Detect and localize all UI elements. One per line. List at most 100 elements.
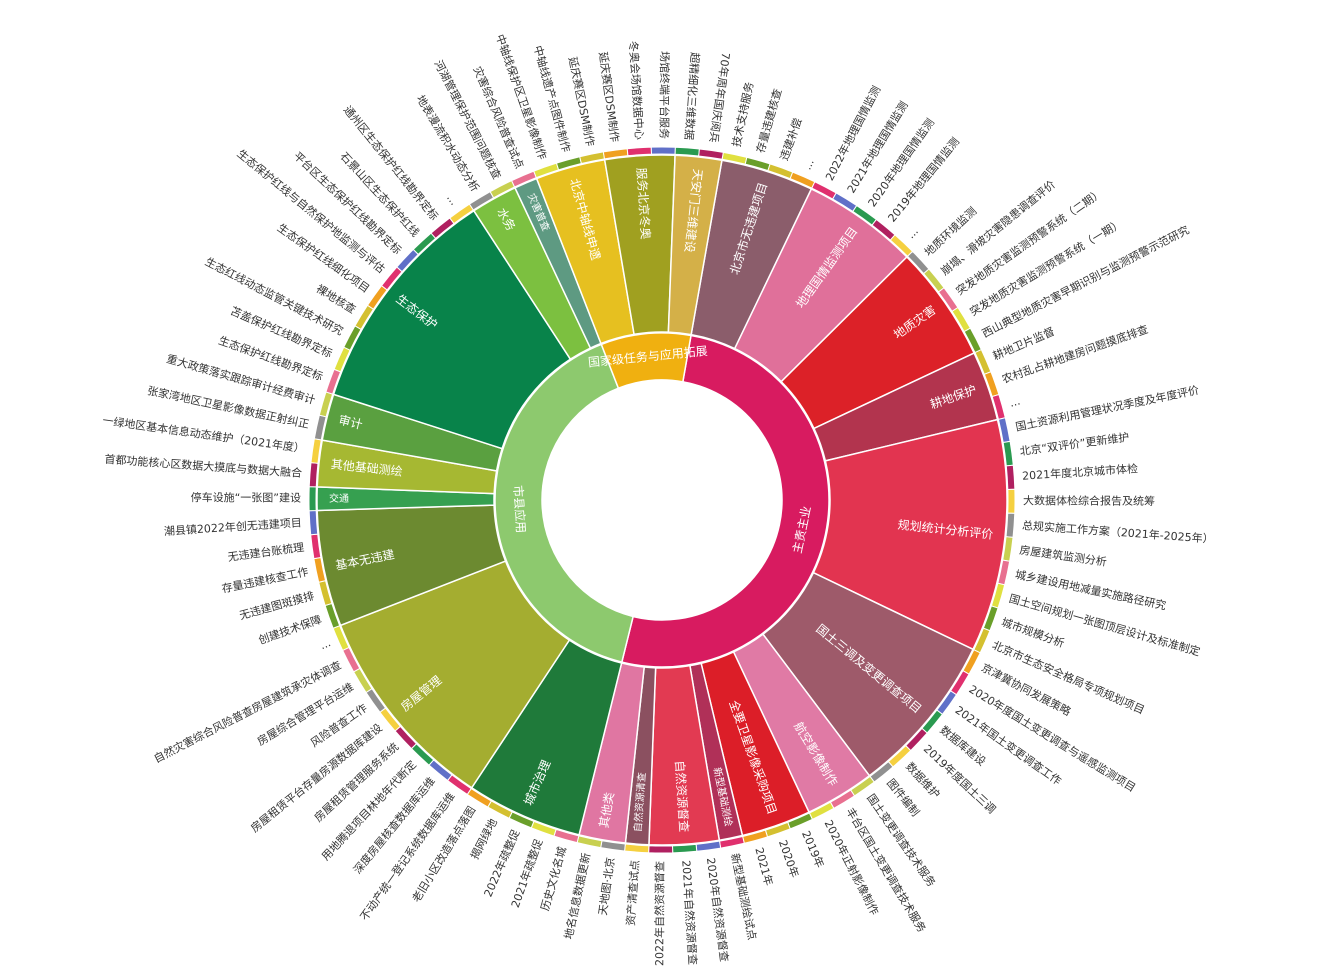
leaf-label: ... xyxy=(444,192,461,208)
leaf-arc[interactable] xyxy=(671,843,698,854)
category-segment[interactable]: 交通 xyxy=(316,486,495,512)
category-label: 交通 xyxy=(329,492,349,505)
category-segment[interactable]: 天安门三维建设 xyxy=(667,154,723,336)
tier-arc[interactable] xyxy=(620,334,830,668)
category-arc[interactable] xyxy=(667,154,723,336)
tier-segment[interactable]: 主责主业 xyxy=(620,334,830,668)
tier-label: 市县应用 xyxy=(511,485,529,534)
tier-segment[interactable]: 市县应用 xyxy=(494,343,635,664)
leaf-item[interactable]: ... xyxy=(789,157,817,189)
leaf-item[interactable]: 农村乱占耕地建房问题摸底排查 xyxy=(983,322,1150,398)
leaf-label: 揭网绿地 xyxy=(467,816,500,861)
category-label: 审计 xyxy=(337,412,364,432)
leaf-label: 2019年 xyxy=(799,828,827,869)
leaf-label: 农村乱占耕地建房问题摸底排查 xyxy=(1000,322,1150,386)
leaf-label: 2020年自然资源督查 xyxy=(704,857,732,963)
tier-arc[interactable] xyxy=(494,343,635,664)
leaf-arc[interactable] xyxy=(1005,512,1016,538)
leaf-label: 冬奥会场馆数据中心 xyxy=(626,40,646,140)
category-arc[interactable] xyxy=(812,418,1008,651)
category-arc[interactable] xyxy=(332,209,572,450)
leaf-item[interactable]: 房屋建筑监测分析 xyxy=(1002,536,1108,569)
leaf-label: 国土空间规划一张图顶层设计及标准制定 xyxy=(1008,591,1202,659)
leaf-item[interactable]: 北京“双评价”更新维护 xyxy=(1002,430,1130,467)
category-segment[interactable]: 审计 xyxy=(321,393,504,472)
leaf-label: 无违建图斑摸排 xyxy=(238,588,316,622)
category-label: 自然资源督查 xyxy=(672,760,692,833)
leaf-label: 总规实施工作方案（2021年-2025年） xyxy=(1022,518,1214,546)
leaf-item[interactable]: 2021年 xyxy=(742,829,777,887)
leaf-item[interactable]: 延庆赛区DSM制作 xyxy=(596,51,629,160)
leaf-arc[interactable] xyxy=(1005,464,1016,491)
leaf-item[interactable]: 2022年地理国情监测 xyxy=(811,83,883,200)
category-segment[interactable]: 耕地保护 xyxy=(812,352,999,462)
category-segment[interactable]: 规划统计分析评价 xyxy=(812,418,1008,651)
leaf-item[interactable]: ... xyxy=(991,393,1022,420)
leaf-label: 资产清查试点 xyxy=(623,859,642,926)
leaf-label: 2022年地理国情监测 xyxy=(822,83,883,183)
leaf-label: 70年周年国庆阅兵 xyxy=(707,52,734,144)
leaf-label: 2020年 xyxy=(776,838,802,879)
leaf-label: 创建技术保障 xyxy=(256,612,323,647)
category-segment[interactable]: 基本无违建 xyxy=(316,504,507,627)
leaf-arc[interactable] xyxy=(674,146,700,157)
leaf-label: ... xyxy=(801,157,817,172)
leaf-item[interactable]: 无违建台账梳理 xyxy=(227,533,322,564)
leaf-item[interactable]: 潮县镇2022年创无违建项目 xyxy=(164,509,319,539)
leaf-item[interactable]: 场馆终端平台服务 xyxy=(650,51,676,155)
category-segment[interactable]: 自然资源清查 xyxy=(624,666,657,846)
leaf-item[interactable]: 2020年自然资源督查 xyxy=(695,840,732,963)
leaf-label: 停车设施“一张图”建设 xyxy=(191,490,301,504)
leaf-label: 技术支持服务 xyxy=(729,81,756,148)
leaf-arc[interactable] xyxy=(1007,488,1016,514)
leaf-arc[interactable] xyxy=(650,146,676,155)
leaf-item[interactable]: 2022年自然资源督查 xyxy=(648,845,674,966)
leaf-item[interactable]: 首都功能核心区数据大摸底与数据大融合 xyxy=(104,452,319,488)
category-segment[interactable]: 航空影像制作 xyxy=(732,633,871,814)
leaf-arc[interactable] xyxy=(308,509,319,536)
leaf-label: 新型基础测绘试点 xyxy=(728,852,759,941)
leaf-label: ... xyxy=(904,225,921,242)
leaf-arc[interactable] xyxy=(626,146,653,157)
leaf-item[interactable]: 2021年自然资源督查 xyxy=(671,843,701,966)
leaf-label: 2020年正射影像制作 xyxy=(822,818,882,918)
leaf-label: ... xyxy=(1008,394,1022,409)
leaf-item[interactable]: 大数据体检综合报告及统筹 xyxy=(1007,488,1155,514)
leaf-label: 2022年自然资源督查 xyxy=(652,861,666,966)
leaf-item[interactable]: 超精细化三维数据 xyxy=(674,52,702,157)
leaf-label: ... xyxy=(318,636,333,652)
category-segment[interactable]: 城市治理 xyxy=(470,639,623,836)
leaf-label: 首都功能核心区数据大摸底与数据大融合 xyxy=(104,452,302,480)
leaf-item[interactable]: 停车设施“一张图”建设 xyxy=(191,486,317,512)
leaf-label: 房屋建筑监测分析 xyxy=(1019,543,1108,569)
leaf-label: 场馆终端平台服务 xyxy=(657,51,671,139)
tier-arc[interactable] xyxy=(600,332,692,390)
leaf-arc[interactable] xyxy=(698,148,724,160)
category-segment[interactable]: 生态保护 xyxy=(332,209,572,450)
leaf-label: 2021年地理国情监测 xyxy=(844,99,911,196)
leaf-label: 存量违建核查 xyxy=(753,87,785,154)
leaf-item[interactable]: 天地图·北京 xyxy=(595,840,626,916)
leaf-item[interactable]: 资产清查试点 xyxy=(623,843,650,926)
leaf-item[interactable]: 2021年度北京城市体检 xyxy=(1005,461,1139,491)
leaf-label: 大数据体检综合报告及统筹 xyxy=(1023,493,1155,508)
leaf-label: 天地图·北京 xyxy=(595,856,617,916)
leaf-arc[interactable] xyxy=(648,845,674,854)
leaf-label: 国土资源利用管理状况季度及年度评价 xyxy=(1014,383,1200,434)
leaf-arc[interactable] xyxy=(308,486,317,512)
leaf-label: 2021年度北京城市体检 xyxy=(1022,461,1139,482)
leaf-label: 延庆赛区DSM制作 xyxy=(566,56,598,148)
leaf-label: 2019年度国土三调 xyxy=(921,742,999,817)
category-segment[interactable]: 国土三调及变更调查项目 xyxy=(761,571,974,777)
leaf-item[interactable]: 70年周年国庆阅兵 xyxy=(698,52,734,160)
leaf-label: 无违建台账梳理 xyxy=(227,540,305,564)
leaf-arc[interactable] xyxy=(308,462,319,488)
leaf-item[interactable]: 冬奥会场馆数据中心 xyxy=(626,40,653,157)
leaf-item[interactable]: 总规实施工作方案（2021年-2025年） xyxy=(1005,512,1214,546)
leaf-arc[interactable] xyxy=(624,843,650,854)
category-segment[interactable]: 其他类 xyxy=(578,662,646,844)
leaf-label: 2021年自然资源督查 xyxy=(679,860,700,966)
category-segment[interactable]: 地质灾害 xyxy=(780,255,976,430)
leaf-label: 裸地核查 xyxy=(314,281,359,316)
